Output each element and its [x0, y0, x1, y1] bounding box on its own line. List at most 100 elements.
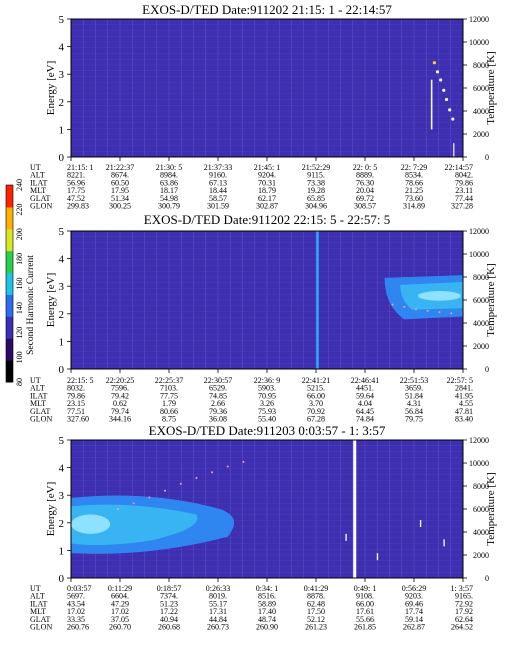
table-cell: 66.00	[307, 391, 325, 400]
table-cell: 62.48	[307, 599, 325, 608]
table-cell: 55.66	[356, 615, 374, 624]
table-cell: 4.31	[407, 399, 421, 408]
table-cell: 79.42	[111, 391, 129, 400]
temperature-point	[391, 303, 394, 306]
table-cell: 69.72	[356, 194, 374, 203]
table-cell: 5903.	[258, 384, 276, 393]
table-cell: 327.28	[451, 202, 473, 211]
table-cell: 17.61	[356, 607, 374, 616]
table-cell: 17.40	[258, 607, 276, 616]
table-cell: 8032.	[67, 384, 85, 393]
table-cell: 18.44	[209, 186, 227, 195]
table-cell: 304.96	[305, 202, 327, 211]
colorbar-tick-label: 100	[15, 351, 24, 363]
table-cell: 62.64	[455, 615, 473, 624]
table-cell: 79.36	[209, 407, 227, 416]
table-cell: 76.30	[356, 178, 374, 187]
table-cell: 22: 7:29	[401, 163, 427, 172]
table-cell: 44.84	[209, 615, 227, 624]
table-cell: 0:03:57	[67, 584, 91, 593]
table-cell: 8984.	[160, 171, 178, 180]
table-row-label: ILAT	[30, 599, 47, 608]
table-cell: 18.79	[258, 186, 276, 195]
table-cell: 18.17	[160, 186, 178, 195]
energy-tick-label: 0	[59, 152, 65, 164]
colorbar-tick-label: 80	[15, 378, 24, 386]
table-cell: 22:41:21	[302, 376, 330, 385]
colorbar-tick-label: 140	[15, 302, 24, 314]
table-cell: 64.45	[356, 407, 374, 416]
table-cell: 9108.	[356, 592, 374, 601]
table-cell: 43.54	[67, 599, 85, 608]
table-cell: 17.95	[111, 186, 129, 195]
table-cell: 0:56:29	[402, 584, 426, 593]
energy-tick-label: 4	[59, 463, 65, 475]
temperature-point	[226, 465, 229, 468]
table-cell: 79.74	[111, 407, 129, 416]
table-cell: 4.04	[358, 399, 372, 408]
table-cell: 8889.	[356, 171, 374, 180]
table-cell: 260.90	[256, 623, 278, 632]
temperature-point	[438, 311, 441, 314]
colorbar-label: Second Harmonic Current	[26, 255, 36, 355]
table-cell: 47.81	[455, 407, 473, 416]
table-cell: 22:30:57	[204, 376, 232, 385]
temperature-tick-label: 12000	[469, 227, 489, 236]
temperature-tick-label: 6000	[473, 505, 489, 514]
table-cell: 17.75	[67, 186, 85, 195]
table-cell: 17.50	[307, 607, 325, 616]
enhancement-streak	[430, 79, 433, 130]
table-row-label: UT	[30, 376, 41, 385]
table-cell: 59.14	[405, 615, 423, 624]
temperature-tick-label: 2000	[473, 551, 489, 560]
temperature-tick-label: 12000	[469, 436, 489, 445]
temperature-point	[242, 460, 245, 463]
table-cell: 260.70	[109, 623, 131, 632]
table-row-label: ILAT	[30, 391, 47, 400]
table-cell: 300.25	[109, 202, 131, 211]
energy-axis-label: Energy [eV]	[45, 482, 57, 536]
temperature-point	[117, 508, 120, 510]
colorbar-tick-label: 120	[15, 327, 24, 339]
table-cell: 327.60	[67, 415, 89, 424]
table-cell: 22:36: 9	[254, 376, 280, 385]
energy-tick-label: 3	[59, 69, 65, 81]
table-cell: 8019.	[209, 592, 227, 601]
table-cell: 21:22:37	[106, 163, 134, 172]
energy-tick-label: 0	[59, 364, 65, 376]
table-cell: 63.86	[160, 178, 178, 187]
table-cell: 51.23	[160, 599, 178, 608]
table-cell: 55.17	[209, 599, 227, 608]
table-cell: 6604.	[111, 592, 129, 601]
table-cell: 54.98	[160, 194, 178, 203]
table-cell: 21:52:29	[302, 163, 330, 172]
table-cell: 8674.	[111, 171, 129, 180]
enhancement-region-core	[417, 291, 462, 301]
vertical-enhancement-core	[316, 231, 318, 369]
table-cell: 5215.	[307, 384, 325, 393]
table-cell: 70.95	[258, 391, 276, 400]
table-cell: 79.86	[67, 391, 85, 400]
table-cell: 17.02	[67, 607, 85, 616]
table-cell: 7103.	[160, 384, 178, 393]
table-cell: 55.40	[258, 415, 276, 424]
table-cell: 7596.	[111, 384, 129, 393]
colorbar-swatch	[6, 272, 13, 295]
temperature-tick-label: 2000	[473, 342, 489, 351]
temperature-tick-label: 10000	[469, 459, 489, 468]
energy-tick-label: 0	[59, 573, 65, 585]
temperature-point	[426, 309, 429, 312]
table-cell: 66.00	[356, 599, 374, 608]
table-cell: 8516.	[258, 592, 276, 601]
table-cell: 0:41:29	[304, 584, 328, 593]
table-row-label: GLAT	[30, 194, 51, 203]
table-cell: 69.46	[405, 599, 423, 608]
table-row-label: MLT	[30, 186, 46, 195]
table-cell: 308.57	[354, 202, 376, 211]
table-cell: 300.79	[158, 202, 180, 211]
table-cell: 9165.	[455, 592, 473, 601]
table-cell: 73.38	[307, 178, 325, 187]
table-cell: 5697.	[67, 592, 85, 601]
table-row-label: MLT	[30, 399, 46, 408]
